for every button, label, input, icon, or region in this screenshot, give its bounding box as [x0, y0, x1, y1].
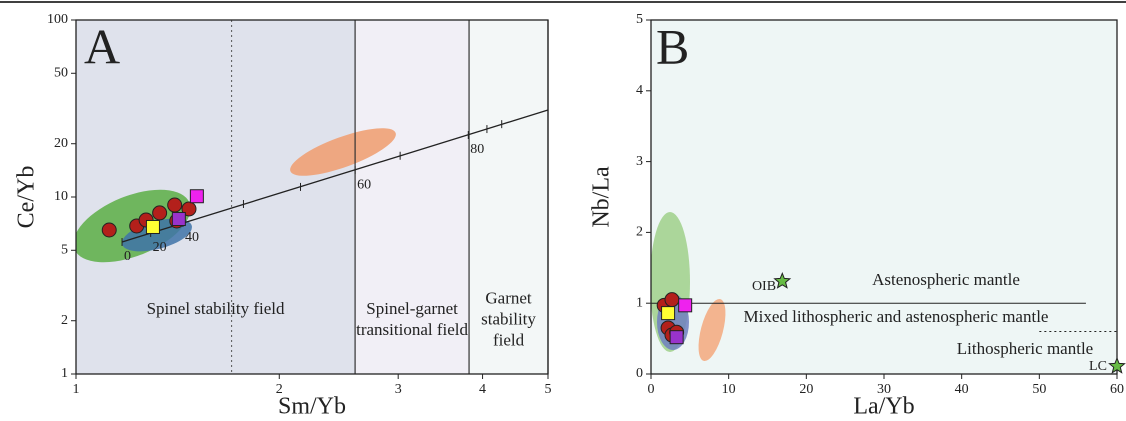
- field-label: Spinel-garnet: [366, 299, 458, 318]
- y-tick-label: 1: [61, 366, 68, 381]
- field-label: Spinel stability field: [147, 299, 285, 318]
- data-point: [152, 205, 168, 221]
- y-tick-label: 0: [636, 366, 643, 381]
- backgrounds: [76, 20, 1117, 374]
- x-tick-label: 2: [276, 382, 283, 397]
- data-point: [664, 292, 680, 308]
- data-point: [167, 197, 183, 213]
- y-axis-label: Ce/Yb: [14, 166, 40, 229]
- y-tick-label: 100: [47, 12, 68, 27]
- annotation: LC: [1089, 359, 1107, 374]
- x-tick-label: 1: [73, 382, 80, 397]
- data-point: [171, 212, 186, 227]
- x-tick-label: 40: [955, 382, 969, 397]
- data-point: [661, 306, 676, 321]
- y-tick-label: 10: [54, 189, 68, 204]
- x-tick-label: 20: [799, 382, 813, 397]
- field: [469, 20, 548, 374]
- y-tick-label: 2: [636, 225, 643, 240]
- annotation: Astenospheric mantle: [872, 270, 1020, 289]
- curve-tick-label: 20: [153, 240, 167, 255]
- annotation: OIB: [752, 279, 776, 294]
- data-point: [773, 271, 792, 289]
- x-tick-label: 4: [479, 382, 486, 397]
- field-label: Garnet: [485, 288, 532, 307]
- field-label: transitional field: [356, 320, 468, 339]
- plot-background: [651, 20, 1117, 374]
- annotation: Mixed lithospheric and astenospheric man…: [744, 307, 1049, 326]
- field-ellipse: [698, 298, 726, 362]
- x-tick-label: 10: [722, 382, 736, 397]
- y-tick-label: 3: [636, 154, 643, 169]
- field-label: field: [493, 330, 525, 349]
- field: [355, 20, 470, 374]
- y-tick-label: 5: [636, 12, 643, 27]
- x-tick-label: 50: [1032, 382, 1046, 397]
- field: [76, 20, 356, 374]
- y-tick-label: 5: [61, 243, 68, 258]
- curve-tick-label: 80: [470, 142, 484, 157]
- x-axis-label: Sm/Yb: [278, 394, 346, 420]
- melting-curve: [121, 109, 549, 243]
- curve-tick-label: 0: [124, 249, 131, 264]
- annotation: Lithospheric mantle: [957, 339, 1093, 358]
- data-point: [145, 219, 160, 234]
- y-tick-label: 4: [636, 83, 643, 98]
- data-point: [101, 222, 117, 238]
- y-tick-label: 2: [61, 313, 68, 328]
- y-tick-label: 1: [636, 295, 643, 310]
- x-tick-label: 5: [545, 382, 552, 397]
- x-tick-label: 60: [1110, 382, 1124, 397]
- panel-label: A: [84, 18, 120, 74]
- data-point: [1108, 356, 1126, 374]
- y-axis-label: Nb/La: [589, 166, 615, 228]
- foreground: Spinel stability field Spinel-garnet trans…: [14, 12, 1126, 420]
- data-point: [669, 330, 684, 345]
- x-tick-label: 30: [877, 382, 891, 397]
- x-tick-label: 3: [395, 382, 402, 397]
- x-tick-label: 0: [648, 382, 655, 397]
- field-label: stability: [481, 309, 536, 328]
- y-tick-label: 50: [54, 66, 68, 81]
- field-ellipse: [290, 128, 396, 176]
- data-point: [189, 189, 204, 204]
- data-point: [678, 298, 693, 313]
- curve-tick-label: 40: [185, 230, 199, 245]
- x-axis-label: La/Yb: [853, 394, 914, 420]
- y-tick-label: 20: [54, 136, 68, 151]
- panel-label: B: [656, 18, 689, 74]
- curve-tick-label: 60: [357, 177, 371, 192]
